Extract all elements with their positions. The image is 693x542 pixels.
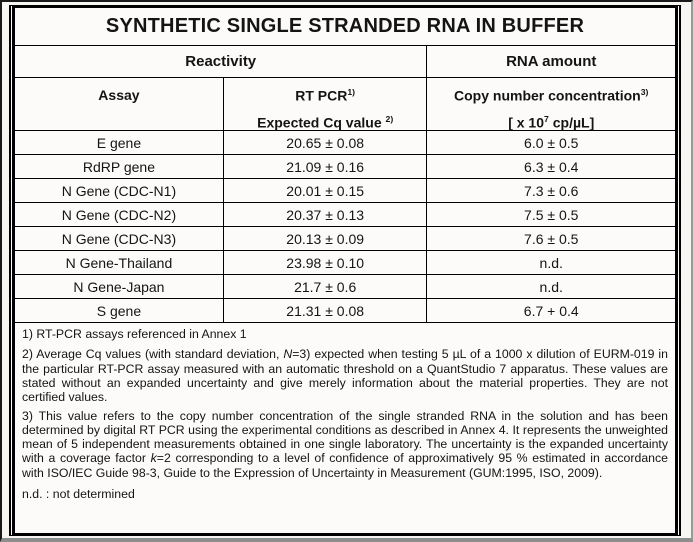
rt-pcr-header-label: RT PCR1) (224, 87, 427, 104)
assay-header-label: Assay (98, 87, 140, 103)
unit-post-text: cp/µL] (548, 114, 595, 131)
title-row: SYNTHETIC SINGLE STRANDED RNA IN BUFFER (14, 7, 676, 46)
expected-cq-label: Expected Cq value 2) (224, 114, 427, 131)
copy-number-cell: n.d. (426, 250, 676, 276)
cq-value-cell: 21.31 ± 0.08 (222, 298, 428, 324)
footnote-2-text-cont: =3) expected when testing 5 µL of a 1000… (22, 347, 668, 404)
footnote-3-text-cont: =2 corresponding to a level of confidenc… (22, 451, 668, 480)
assay-cell: E gene (14, 130, 224, 156)
footnotes-row: 1) RT-PCR assays referenced in Annex 1 2… (14, 322, 676, 534)
table-row-n-gene-japan: N Gene-Japan 21.7 ± 0.6 n.d. (14, 274, 676, 300)
copy-number-cell: n.d. (426, 274, 676, 300)
assay-cell: N Gene (CDC-N1) (14, 178, 224, 204)
assay-cell: N Gene (CDC-N3) (14, 226, 224, 252)
copy-number-footnote-marker: 3) (640, 87, 649, 97)
footnote-1: 1) RT-PCR assays referenced in Annex 1 (22, 327, 247, 342)
copy-number-cell: 7.5 ± 0.5 (426, 202, 676, 228)
footnote-3-text: 3) This value refers to the copy number … (22, 409, 668, 466)
header-copy-number: Copy number concentration3) [ x 107 cp/µ… (426, 76, 676, 132)
footnote-2-text: 2) Average Cq values (with standard devi… (22, 347, 284, 362)
cq-value-cell: 23.98 ± 0.10 (222, 250, 428, 276)
copy-number-cell: 7.3 ± 0.6 (426, 178, 676, 204)
header-assay: Assay (14, 76, 224, 132)
table-row-s-gene: S gene 21.31 ± 0.08 6.7 + 0.4 (14, 298, 676, 324)
page-title: SYNTHETIC SINGLE STRANDED RNA IN BUFFER (14, 7, 676, 46)
footnote-nd: n.d. : not determined (22, 486, 135, 501)
assay-cell: N Gene-Japan (14, 274, 224, 300)
cq-value-cell: 20.65 ± 0.08 (222, 130, 428, 156)
copy-number-text: Copy number concentration (454, 87, 641, 104)
assay-cell: N Gene (CDC-N2) (14, 202, 224, 228)
copy-number-cell: 7.6 ± 0.5 (426, 226, 676, 252)
cq-value-cell: 20.13 ± 0.09 (222, 226, 428, 252)
rt-pcr-footnote-marker: 1) (347, 87, 356, 97)
unit-exponent: 7 (544, 113, 549, 124)
table-row-e-gene: E gene 20.65 ± 0.08 6.0 ± 0.5 (14, 130, 676, 156)
rna-buffer-table: SYNTHETIC SINGLE STRANDED RNA IN BUFFER … (14, 7, 676, 534)
copy-number-label: Copy number concentration3) (427, 87, 675, 104)
copy-number-cell: 6.3 ± 0.4 (426, 154, 676, 180)
footnotes-cell: 1) RT-PCR assays referenced in Annex 1 2… (14, 322, 676, 534)
cq-value-cell: 20.01 ± 0.15 (222, 178, 428, 204)
cq-value-cell: 21.09 ± 0.16 (222, 154, 428, 180)
footnote-3-italic-k: k (150, 451, 157, 466)
table-row-rdrp-gene: RdRP gene 21.09 ± 0.16 6.3 ± 0.4 (14, 154, 676, 180)
assay-cell: N Gene-Thailand (14, 250, 224, 276)
header-rt-pcr: RT PCR1) Expected Cq value 2) (222, 76, 428, 132)
footnote-2: 2) Average Cq values (with standard devi… (22, 347, 668, 404)
table-row-n-gene-cdc-n2: N Gene (CDC-N2) 20.37 ± 0.13 7.5 ± 0.5 (14, 202, 676, 228)
assay-cell: RdRP gene (14, 154, 224, 180)
expected-cq-text: Expected Cq value (257, 114, 386, 131)
column-header-row: Assay RT PCR1) Expected Cq value 2) Copy… (14, 76, 676, 132)
copy-number-cell: 6.7 + 0.4 (426, 298, 676, 324)
table-row-n-gene-thailand: N Gene-Thailand 23.98 ± 0.10 n.d. (14, 250, 676, 276)
expected-cq-footnote-marker: 2) (385, 113, 394, 124)
unit-label: [ x 107 cp/µL] (427, 114, 675, 131)
assay-cell: S gene (14, 298, 224, 324)
certificate-table-frame: SYNTHETIC SINGLE STRANDED RNA IN BUFFER … (9, 5, 681, 536)
copy-number-cell: 6.0 ± 0.5 (426, 130, 676, 156)
header-rna-amount: RNA amount (426, 45, 676, 78)
table-row-n-gene-cdc-n3: N Gene (CDC-N3) 20.13 ± 0.09 7.6 ± 0.5 (14, 226, 676, 252)
header-reactivity: Reactivity (14, 45, 428, 78)
cq-value-cell: 20.37 ± 0.13 (222, 202, 428, 228)
unit-pre-text: [ x 10 (508, 114, 545, 131)
group-header-row: Reactivity RNA amount (14, 45, 676, 78)
footnote-2-italic-n: N (283, 347, 293, 362)
rt-pcr-text: RT PCR (295, 87, 348, 104)
footnote-3: 3) This value refers to the copy number … (22, 409, 668, 480)
table-row-n-gene-cdc-n1: N Gene (CDC-N1) 20.01 ± 0.15 7.3 ± 0.6 (14, 178, 676, 204)
cq-value-cell: 21.7 ± 0.6 (222, 274, 428, 300)
